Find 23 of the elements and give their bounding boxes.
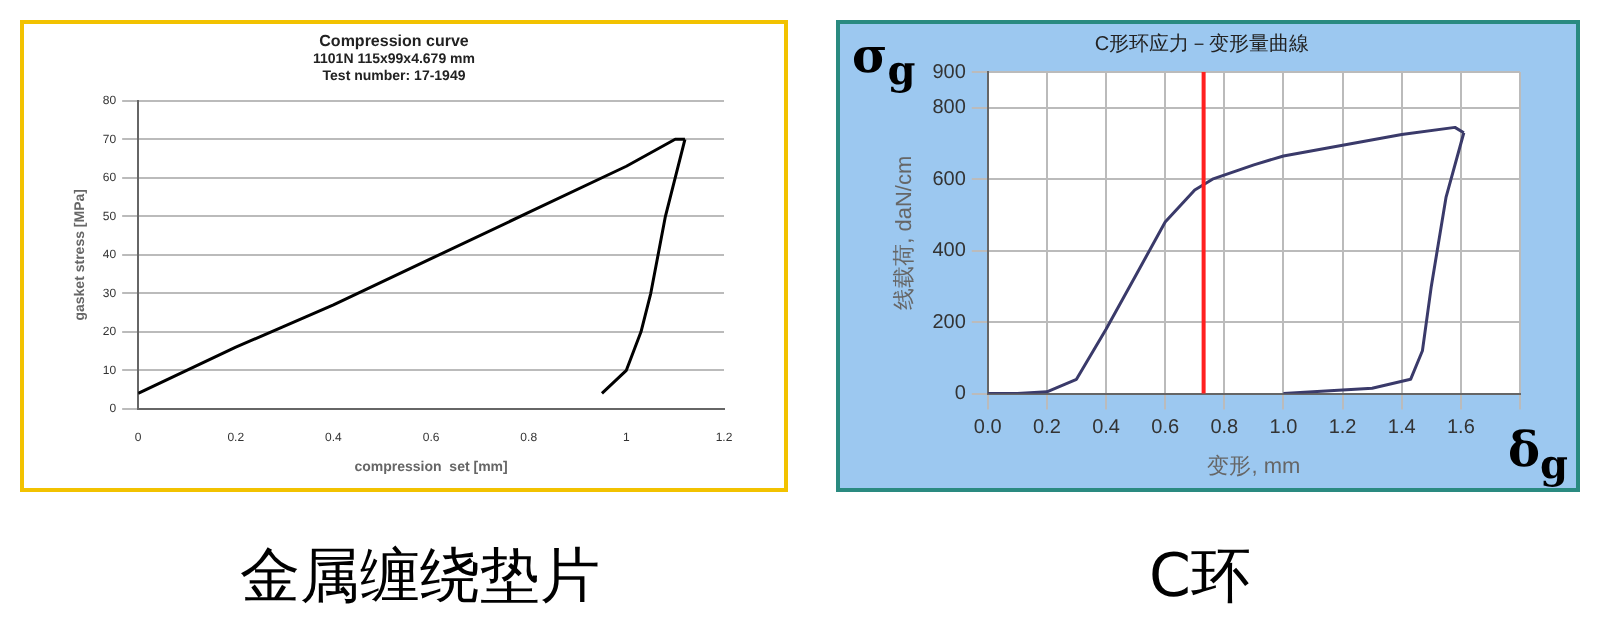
text: δ$_{g}$ [1508,420,1568,488]
text: σ$_{g}$ [852,26,916,94]
x-tick-label: 0.6 [1151,417,1180,440]
x-tick-label: 1.6 [1446,417,1476,440]
chart-title: C形环应力－变形量曲線 [1094,31,1310,56]
x-tick-label: 1.2 [1328,417,1358,440]
y-tick-label: 900 [932,61,967,84]
chart-title: Compression curve [319,32,470,51]
x-tick-label: 0.8 [1210,417,1240,440]
y-axis-title: 线载荷, daN/cm [891,155,918,310]
y-tick-label: 0 [954,383,967,406]
x-tick-label: 1.0 [1269,417,1299,440]
y-tick-label: 800 [932,97,967,120]
text: 金属缠绕垫片 [238,540,602,616]
y-tick-label: 200 [932,311,967,334]
y-tick-label: 400 [932,240,967,263]
x-tick-label: 0.0 [973,417,1003,440]
x-axis-title: 变形, mm [1207,452,1301,479]
x-tick-label: 0.2 [1033,417,1062,440]
x-tick-label: 1.4 [1387,417,1417,440]
x-tick-label: 0.4 [1092,417,1121,440]
y-tick-label: 600 [932,168,967,191]
text: C环 [1147,540,1253,616]
